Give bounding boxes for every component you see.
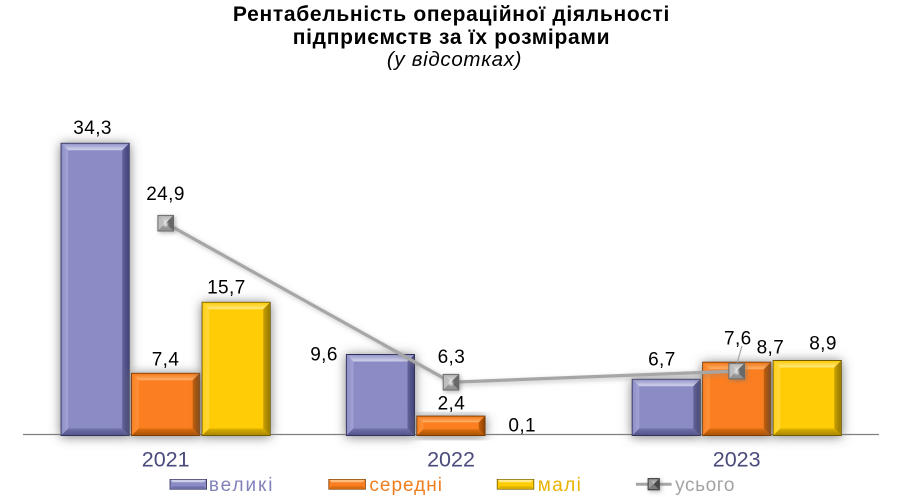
svg-text:2021: 2021 (142, 448, 190, 472)
svg-text:9,6: 9,6 (310, 344, 338, 365)
svg-text:2,4: 2,4 (438, 394, 466, 415)
svg-text:середні: середні (369, 475, 443, 496)
svg-text:усього: усього (675, 475, 735, 496)
svg-text:7,4: 7,4 (152, 349, 180, 370)
svg-text:8,7: 8,7 (757, 337, 785, 358)
svg-text:0,1: 0,1 (508, 415, 536, 436)
svg-text:24,9: 24,9 (146, 184, 185, 205)
svg-text:34,3: 34,3 (73, 118, 112, 139)
svg-text:8,9: 8,9 (809, 334, 837, 355)
svg-text:великі: великі (209, 475, 274, 496)
svg-text:малі: малі (538, 475, 582, 496)
svg-text:6,7: 6,7 (648, 350, 676, 371)
svg-text:7,6: 7,6 (724, 329, 752, 350)
svg-text:2023: 2023 (713, 448, 761, 472)
svg-text:15,7: 15,7 (207, 278, 246, 299)
svg-text:2022: 2022 (427, 448, 475, 472)
svg-text:6,3: 6,3 (438, 347, 466, 368)
